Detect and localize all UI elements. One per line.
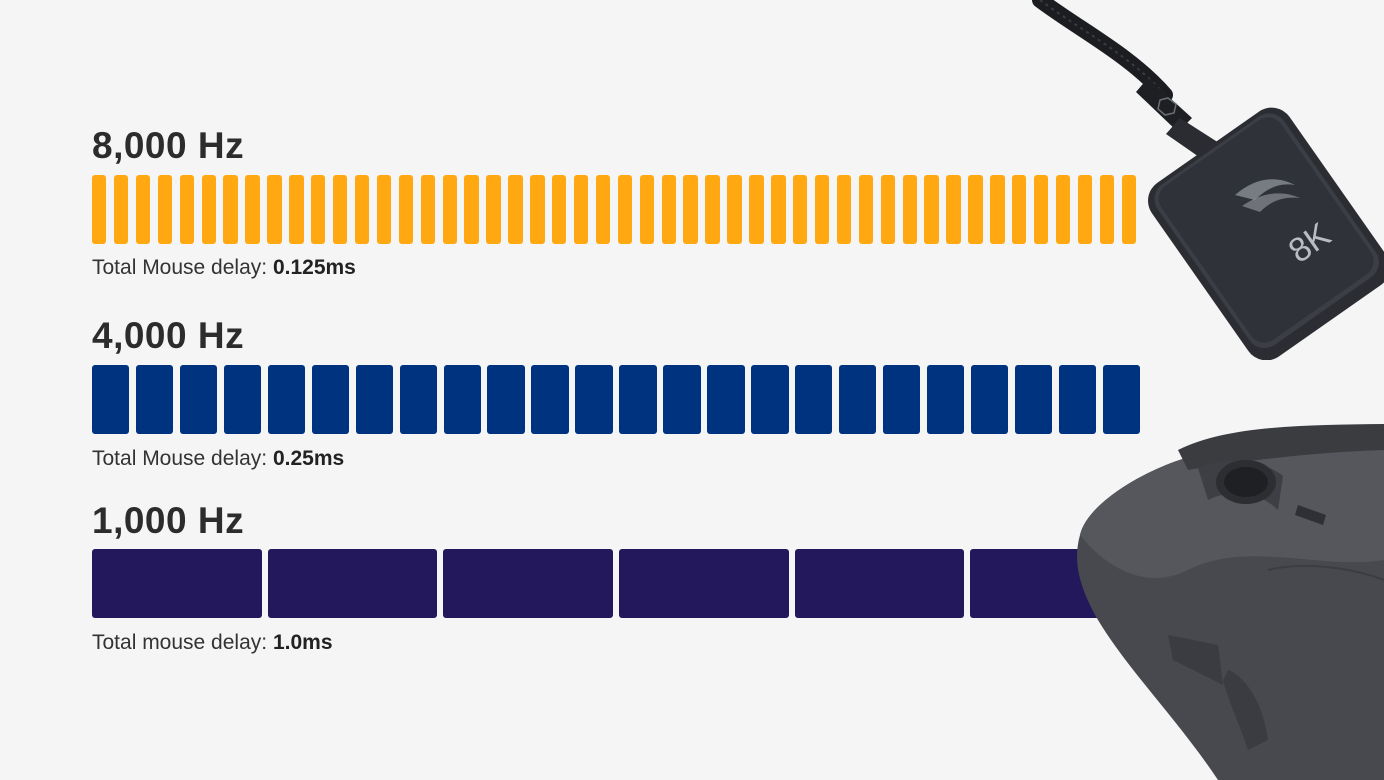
bar-segment <box>814 175 830 244</box>
bar-segment <box>970 365 1009 434</box>
bar-segment <box>531 365 569 434</box>
bar-segment <box>1033 175 1049 244</box>
bar-segment <box>157 175 173 244</box>
bar-segment <box>639 175 655 244</box>
bar-segment <box>683 175 698 244</box>
bar-segment <box>1121 175 1136 244</box>
series-title-1000hz: 1,000 Hz <box>92 500 245 541</box>
gaming-mouse-image <box>1077 424 1384 780</box>
bar-segment <box>179 365 218 434</box>
bar-segment <box>92 365 130 434</box>
delay-label: Total Mouse delay: <box>92 447 268 470</box>
bar-segment <box>92 549 262 618</box>
bar-segment <box>113 175 129 244</box>
bar-segment <box>443 365 481 434</box>
bar-segment <box>398 175 414 244</box>
bar-segment <box>443 549 613 618</box>
bar-segment <box>749 175 764 244</box>
bar-segment <box>838 365 877 434</box>
delay-text-1000hz: Total mouse delay: 1.0ms <box>92 631 333 655</box>
bar-segment <box>902 175 917 244</box>
bar-segment <box>332 175 348 244</box>
bar-segment <box>926 365 965 434</box>
delay-text-4000hz: Total Mouse delay: 0.25ms <box>92 447 344 471</box>
bar-segment <box>530 175 545 244</box>
delay-value: 0.25ms <box>272 447 345 470</box>
bar-segment <box>968 175 983 244</box>
bar-segment <box>289 175 304 244</box>
bar-segment <box>1012 175 1027 244</box>
bar-track-4000hz <box>92 365 1140 434</box>
bar-segment <box>794 549 965 618</box>
bar-segment <box>267 365 306 434</box>
bar-segment <box>399 365 437 434</box>
series-title-8000hz: 8,000 Hz <box>92 125 245 166</box>
bar-segment <box>663 365 701 434</box>
bar-segment <box>354 175 370 244</box>
delay-value: 0.125ms <box>272 256 356 279</box>
bar-segment <box>355 365 394 434</box>
bar-segment <box>179 175 195 244</box>
bar-segment <box>223 175 238 244</box>
bar-segment <box>836 175 852 244</box>
bar-segment <box>376 175 392 244</box>
bar-segment <box>267 549 438 618</box>
bar-segment <box>751 365 789 434</box>
bar-segment <box>311 365 350 434</box>
bar-segment <box>201 175 216 244</box>
bar-segment <box>464 175 479 244</box>
bar-segment <box>1058 365 1097 434</box>
bar-segment <box>705 175 720 244</box>
bar-segment <box>135 175 151 244</box>
bar-segment <box>223 365 262 434</box>
bar-segment <box>793 175 808 244</box>
wireless-dongle-image: 8K <box>1032 0 1384 360</box>
delay-label: Total Mouse delay: <box>92 256 268 279</box>
bar-segment <box>595 175 611 244</box>
bar-segment <box>661 175 676 244</box>
bar-segment <box>508 175 523 244</box>
delay-label: Total mouse delay: <box>92 631 268 654</box>
delay-value: 1.0ms <box>272 631 333 654</box>
bar-track-1000hz <box>92 549 1140 618</box>
bar-segment <box>267 175 282 244</box>
bar-segment <box>727 175 742 244</box>
bar-segment <box>858 175 874 244</box>
bar-segment <box>619 365 657 434</box>
bar-segment <box>880 175 896 244</box>
bar-segment <box>990 175 1005 244</box>
bar-segment <box>311 175 326 244</box>
bar-segment <box>707 365 745 434</box>
series-title-4000hz: 4,000 Hz <box>92 315 245 356</box>
bar-segment <box>486 175 501 244</box>
bar-segment <box>552 175 567 244</box>
bar-segment <box>882 365 921 434</box>
bar-segment <box>946 175 961 244</box>
bar-segment <box>795 365 833 434</box>
delay-text-8000hz: Total Mouse delay: 0.125ms <box>92 256 356 280</box>
bar-segment <box>245 175 260 244</box>
bar-segment <box>1055 175 1071 244</box>
bar-segment <box>442 175 457 244</box>
bar-segment <box>1102 365 1140 434</box>
bar-segment <box>771 175 786 244</box>
bar-segment <box>1077 175 1093 244</box>
bar-segment <box>617 175 633 244</box>
bar-segment <box>420 175 435 244</box>
bar-track-8000hz <box>92 175 1136 244</box>
bar-segment <box>573 175 589 244</box>
bar-segment <box>1099 175 1115 244</box>
bar-segment <box>487 365 525 434</box>
bar-segment <box>92 175 107 244</box>
bar-segment <box>575 365 613 434</box>
bar-segment <box>1014 365 1053 434</box>
bar-segment <box>924 175 939 244</box>
bar-segment <box>619 549 789 618</box>
bar-segment <box>135 365 174 434</box>
